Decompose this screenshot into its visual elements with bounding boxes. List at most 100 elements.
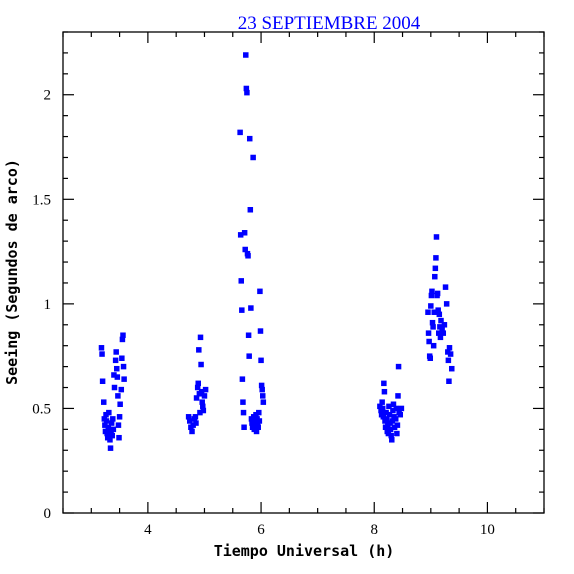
- data-point: [398, 405, 405, 412]
- data-point: [391, 424, 398, 431]
- data-point: [425, 330, 432, 336]
- data-point: [438, 317, 444, 324]
- x-tick-label: 8: [370, 522, 378, 538]
- data-point: [196, 347, 202, 353]
- data-point: [380, 414, 387, 420]
- data-point: [240, 399, 246, 405]
- data-point: [446, 345, 453, 351]
- data-point: [435, 330, 442, 336]
- data-point: [253, 411, 259, 418]
- data-point: [239, 307, 245, 313]
- data-point: [199, 399, 205, 405]
- data-point: [425, 309, 431, 315]
- data-point: [431, 309, 437, 315]
- data-point: [243, 52, 249, 58]
- data-point: [379, 399, 385, 405]
- data-point: [200, 403, 206, 410]
- data-point: [237, 232, 244, 238]
- y-tick-label: 1.5: [32, 192, 51, 208]
- data-point: [260, 393, 266, 399]
- data-point: [197, 334, 204, 341]
- data-point: [99, 378, 106, 384]
- data-point: [441, 322, 448, 328]
- data-point: [258, 357, 264, 364]
- data-point: [245, 253, 251, 259]
- data-point: [198, 388, 205, 395]
- data-point: [392, 416, 399, 422]
- data-point: [437, 334, 444, 341]
- data-point: [259, 386, 265, 393]
- data-point: [107, 437, 113, 443]
- data-point: [113, 349, 119, 355]
- data-point: [118, 386, 125, 393]
- data-point: [121, 376, 127, 382]
- y-axis-label: Seeing (Segundos de arco): [3, 159, 21, 385]
- data-point: [386, 403, 392, 410]
- data-point: [108, 420, 115, 426]
- data-point: [445, 349, 451, 355]
- data-point: [110, 416, 116, 422]
- data-point: [440, 330, 447, 336]
- data-point: [195, 380, 201, 387]
- data-point: [385, 430, 392, 437]
- data-point: [193, 395, 200, 401]
- data-point: [197, 409, 203, 416]
- data-point: [432, 273, 438, 280]
- data-point: [390, 407, 396, 414]
- data-point: [238, 278, 245, 284]
- data-point: [387, 426, 394, 433]
- data-point: [189, 428, 195, 435]
- data-point: [111, 372, 117, 378]
- data-point: [100, 399, 107, 405]
- data-point: [379, 405, 386, 412]
- data-point: [117, 401, 123, 408]
- x-tick-label: 6: [257, 522, 265, 538]
- data-point: [390, 401, 397, 408]
- data-point: [426, 338, 432, 345]
- data-point: [394, 422, 401, 428]
- data-point: [106, 426, 113, 433]
- y-tick-label: 0.5: [32, 401, 51, 417]
- data-point: [248, 305, 254, 311]
- data-point: [433, 255, 439, 261]
- data-point: [443, 301, 450, 307]
- data-point: [246, 135, 253, 142]
- data-point: [447, 351, 454, 357]
- data-point: [445, 357, 452, 364]
- data-point: [389, 437, 395, 443]
- data-point: [239, 376, 246, 382]
- y-tick-label: 2: [44, 88, 52, 104]
- data-point: [102, 422, 108, 428]
- data-point: [257, 288, 263, 295]
- data-point: [106, 409, 112, 416]
- y-axis: 0 0.5 1 1.5 2: [32, 31, 544, 522]
- data-point: [119, 336, 126, 343]
- data-point: [256, 418, 263, 424]
- data-point: [115, 422, 122, 428]
- data-point: [114, 374, 121, 380]
- data-point: [393, 405, 400, 412]
- data-point: [202, 386, 209, 393]
- data-point: [449, 365, 455, 372]
- data-point: [377, 403, 383, 410]
- data-point: [247, 207, 254, 213]
- data-point: [246, 353, 252, 359]
- plot-border: [62, 31, 545, 514]
- data-point: [103, 418, 110, 424]
- data-point: [394, 430, 400, 437]
- data-point: [103, 411, 109, 418]
- data-point: [442, 284, 449, 290]
- data-point: [198, 361, 204, 368]
- data-point: [436, 311, 443, 318]
- data-point: [109, 432, 115, 439]
- data-point: [430, 324, 436, 330]
- plot-frame: [62, 31, 545, 514]
- data-points: [98, 52, 455, 451]
- data-point: [256, 409, 262, 416]
- data-point: [260, 399, 267, 405]
- data-point: [427, 355, 434, 361]
- data-point: [429, 288, 435, 295]
- data-point: [241, 424, 247, 431]
- data-point: [200, 407, 207, 414]
- data-point: [237, 129, 243, 136]
